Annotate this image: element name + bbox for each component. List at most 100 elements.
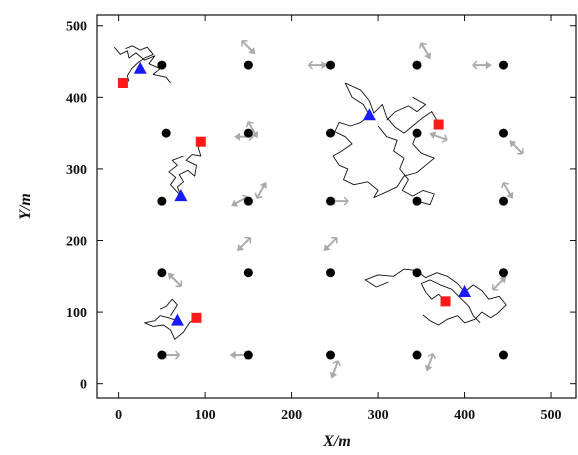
trajectory-path [125, 45, 154, 82]
y-tick-label: 100 [66, 306, 87, 321]
node-circle [157, 60, 167, 70]
node-circle [326, 268, 336, 278]
arrow-head [424, 52, 432, 60]
arrow-fletch [331, 236, 337, 239]
arrow-head [424, 364, 433, 372]
x-tick-label: 500 [541, 408, 562, 423]
arrow-shaft [247, 121, 257, 136]
y-axis-label: Y/m [17, 193, 34, 220]
arrow-fletch [420, 42, 427, 46]
arrow-fletch [444, 134, 448, 141]
plot-area [113, 40, 524, 379]
arrow-fletch [241, 40, 243, 47]
arrow-shaft [432, 133, 448, 141]
arrow-fletch [308, 60, 314, 66]
node-circle [498, 60, 508, 70]
trajectory-path [364, 268, 465, 293]
arrow-fletch [247, 121, 254, 124]
arrow-fletch [441, 139, 448, 143]
node-circle [412, 60, 422, 70]
gray-arrow-marker [323, 236, 338, 252]
trajectory-path [144, 315, 197, 340]
gray-arrow-marker [245, 121, 259, 139]
arrow-fletch [254, 192, 258, 199]
y-tick-label: 400 [66, 91, 87, 106]
arrow-fletch [522, 148, 524, 154]
arrow-shaft [255, 184, 266, 199]
arrow-head [167, 272, 175, 280]
node-circle [498, 350, 508, 360]
gray-arrow-marker [241, 40, 256, 55]
node-circle [498, 268, 508, 278]
y-axis-ticks: 0 100 200 300 400 500 [66, 20, 576, 393]
trajectory-path [386, 96, 427, 121]
node-circle [412, 268, 422, 278]
y-tick-label: 500 [66, 20, 87, 35]
trajectory-path [159, 298, 178, 316]
arrow-fletch [174, 350, 181, 356]
gray-arrow-marker [509, 140, 524, 155]
arrow-fletch [472, 60, 478, 66]
plot-frame [96, 14, 577, 399]
arrow-fletch [248, 136, 254, 142]
blue-triangle-marker [362, 108, 376, 121]
arrow-fletch [517, 153, 523, 155]
arrow-fletch [332, 360, 339, 364]
arrow-head [429, 131, 437, 140]
arrow-fletch [244, 236, 251, 239]
node-circle [326, 128, 336, 138]
gray-arrow-marker [472, 60, 492, 70]
arrow-head [229, 351, 236, 360]
arrow-fletch [418, 42, 422, 49]
node-circle [498, 128, 508, 138]
arrow-fletch [503, 181, 509, 185]
node-circle [412, 128, 422, 138]
arrow-fletch [501, 182, 505, 189]
trajectory-path [113, 46, 171, 84]
red-square-marker [440, 296, 451, 307]
arrow-head [231, 199, 239, 207]
trajectory-path [422, 284, 507, 326]
node-circle [326, 60, 336, 70]
gray-arrow-marker [418, 42, 432, 60]
y-tick-label: 200 [66, 235, 87, 250]
arrow-shaft [241, 40, 254, 53]
y-tick-label: 0 [80, 378, 87, 393]
gray-arrow-marker [501, 181, 514, 200]
blue-triangle-marker [174, 189, 188, 202]
red-square-marker [191, 312, 202, 323]
node-circle [412, 196, 422, 206]
gray-arrow-marker [424, 353, 437, 372]
arrow-shaft [426, 353, 434, 369]
node-circle [157, 268, 167, 278]
arrow-shaft [239, 237, 252, 250]
arrow-fletch [308, 64, 314, 70]
node-circle [243, 268, 253, 278]
node-circle [243, 196, 253, 206]
arrow-shaft [169, 274, 182, 287]
arrow-shaft [511, 142, 524, 155]
arrow-shaft [420, 42, 430, 57]
red-square-marker [117, 78, 128, 89]
arrow-fletch [256, 195, 263, 199]
x-axis-label: X/m [322, 433, 351, 450]
trajectory-path [420, 279, 481, 324]
arrow-shaft [325, 237, 338, 250]
arrow-fletch [249, 237, 252, 244]
arrow-shaft [331, 360, 339, 376]
arrow-head [251, 131, 259, 139]
node-circle [157, 350, 167, 360]
red-square-marker [433, 119, 444, 130]
gray-arrow-marker [429, 131, 448, 143]
x-tick-label: 0 [115, 408, 122, 423]
arrow-fletch [174, 354, 181, 360]
x-tick-label: 300 [368, 408, 389, 423]
arrow-fletch [472, 64, 478, 70]
node-circle [243, 128, 253, 138]
arrow-head [259, 181, 267, 189]
arrow-head [323, 244, 331, 252]
arrow-fletch [336, 237, 338, 244]
gray-arrow-marker [329, 360, 341, 379]
gray-arrow-marker [167, 272, 182, 287]
node-circle [243, 350, 253, 360]
